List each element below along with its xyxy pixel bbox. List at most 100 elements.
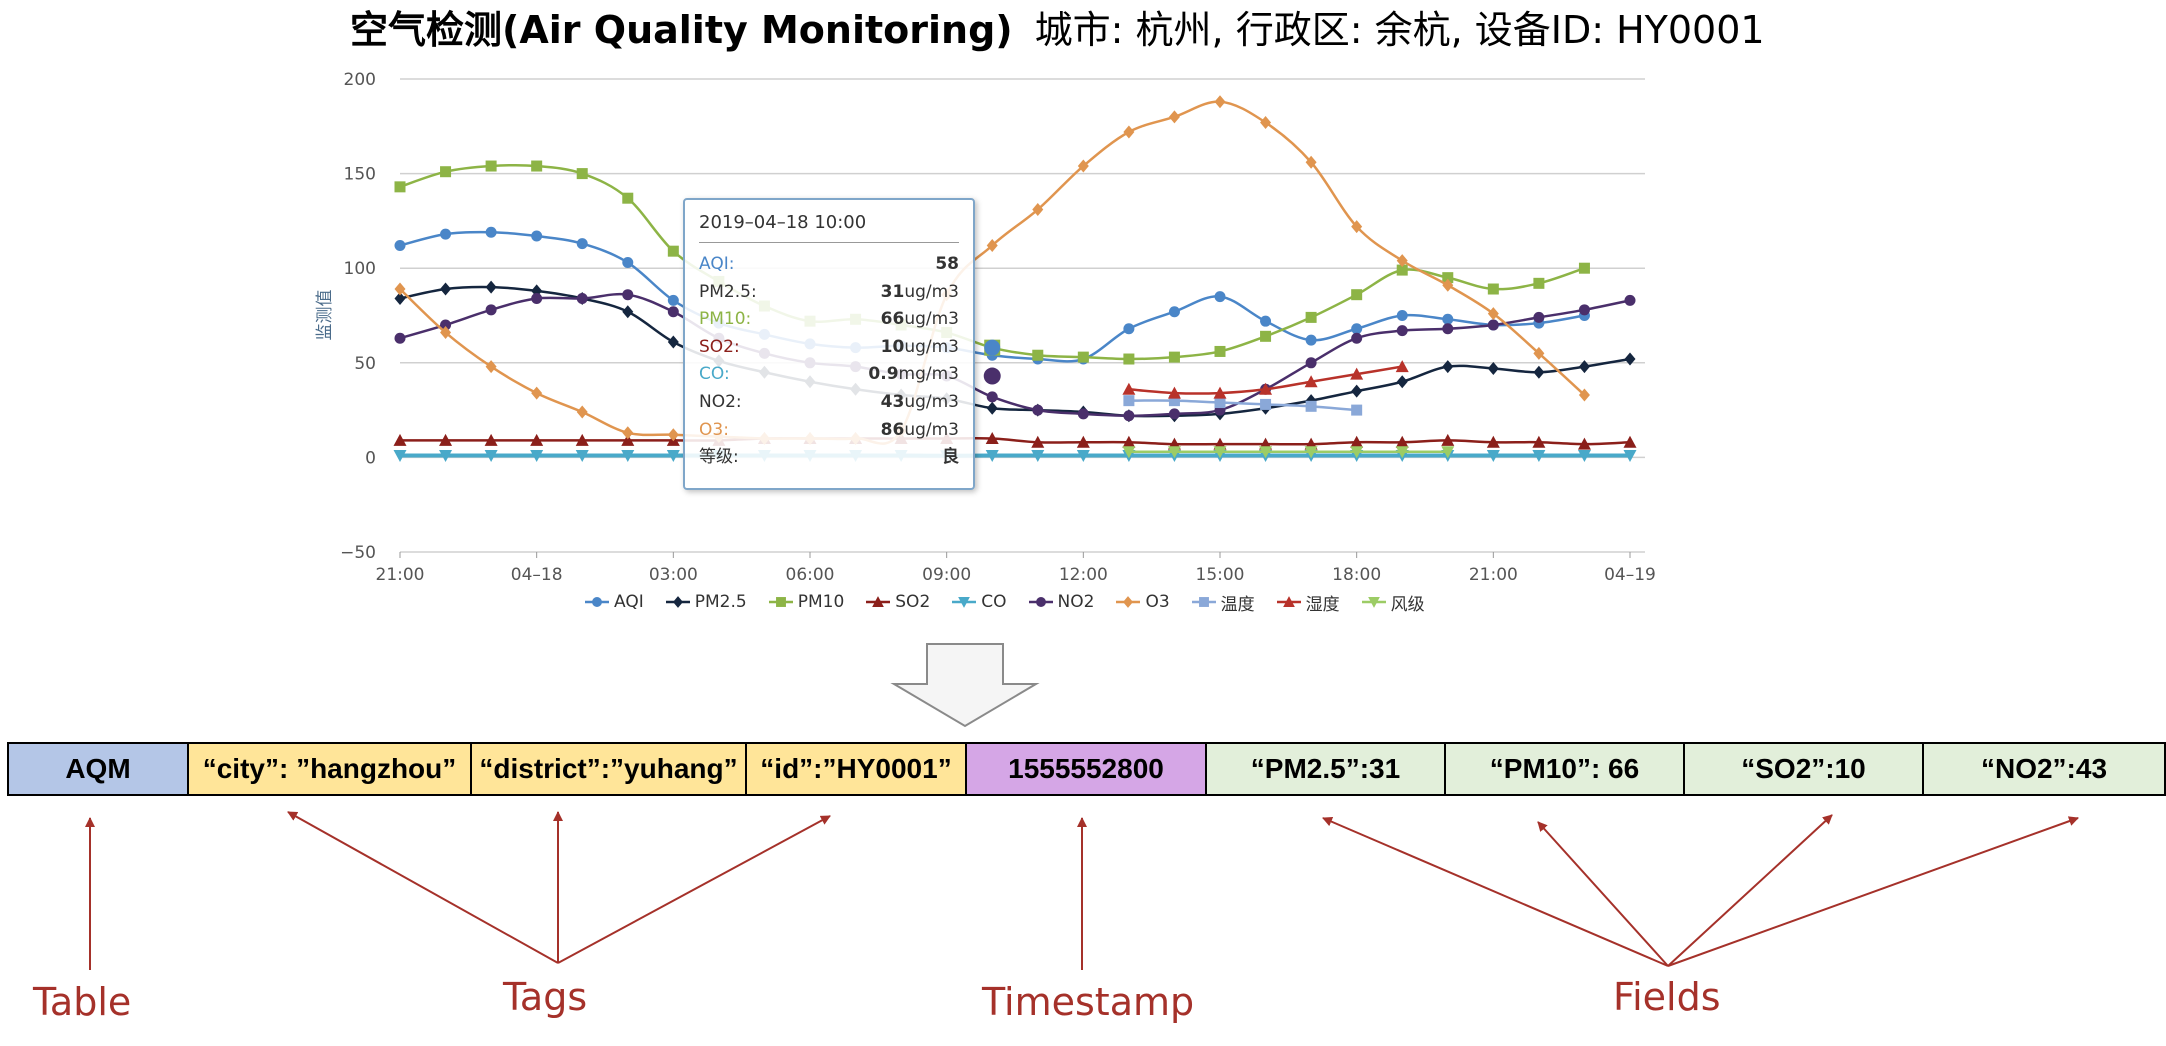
tooltip-unit: ug/m3 — [904, 391, 959, 412]
data-point-aqi — [1351, 323, 1363, 335]
legend-marker — [775, 597, 786, 607]
data-point-pm10 — [1442, 272, 1454, 284]
data-point-humidity — [1304, 375, 1318, 388]
data-point-so2 — [621, 433, 635, 446]
tooltip-number: 10 — [880, 336, 905, 357]
legend-item-pm10[interactable]: PM10 — [768, 592, 845, 612]
arrow-tag-city — [287, 811, 559, 964]
legend-marker — [1367, 597, 1380, 608]
data-point-wind-level — [1259, 446, 1273, 459]
series-no2 — [394, 289, 1636, 422]
data-point-humidity — [1350, 367, 1364, 380]
data-point-o3 — [1578, 388, 1590, 402]
data-point-pm10 — [440, 166, 452, 178]
data-point-o3 — [1305, 155, 1317, 169]
data-point-pm2-5 — [440, 282, 452, 296]
record-cell-tag: “id”:”HY0001” — [747, 744, 967, 794]
tooltip-number: 58 — [935, 254, 959, 274]
legend-label: PM10 — [797, 592, 845, 612]
data-point-pm2-5 — [1624, 352, 1636, 366]
arrow-field-pm10 — [1537, 821, 1669, 967]
data-point-co — [985, 450, 999, 463]
tooltip-number: 66 — [880, 309, 905, 330]
series-line-so2 — [400, 436, 1631, 446]
data-point-temperature — [1260, 398, 1272, 410]
data-point-so2 — [575, 433, 589, 446]
legend-label: NO2 — [1057, 592, 1095, 612]
tooltip-row: CO: 0.9mg/m3 — [699, 361, 959, 389]
tooltip-divider — [699, 242, 959, 243]
data-point-humidity — [1259, 382, 1273, 395]
data-point-temperature — [1305, 400, 1317, 412]
data-point-co — [666, 450, 680, 463]
data-point-co — [621, 450, 635, 463]
data-point-pm2-5 — [1578, 360, 1590, 374]
series-line-o3 — [399, 100, 1586, 445]
data-point-pm10 — [1487, 283, 1499, 295]
data-point-humidity — [1395, 360, 1409, 373]
data-point-pm10 — [394, 181, 406, 193]
data-point-aqi — [394, 239, 406, 251]
tooltip-row: PM2.5: 31ug/m3 — [699, 279, 959, 307]
tooltip-unit: mg/m3 — [898, 364, 959, 385]
data-point-co — [1532, 450, 1546, 463]
data-point-no2 — [1487, 319, 1499, 331]
series-line-no2 — [399, 292, 1631, 418]
series-humidity — [1122, 360, 1409, 399]
legend-item-humidity[interactable]: 湿度 — [1276, 590, 1340, 615]
legend-swatch-icon — [768, 597, 793, 607]
data-point-aqi — [1260, 315, 1272, 327]
legend-swatch-icon — [1276, 596, 1301, 607]
data-point-so2 — [1623, 435, 1637, 448]
data-point-aqi — [440, 228, 452, 240]
tooltip-label: SO2: — [699, 336, 740, 357]
data-point-wind-level — [1350, 446, 1364, 459]
data-point-so2 — [1532, 435, 1546, 448]
legend-item-co[interactable]: CO — [952, 592, 1007, 612]
legend-item-temperature[interactable]: 温度 — [1191, 590, 1255, 615]
legend-item-so2[interactable]: SO2 — [866, 592, 930, 612]
data-point-temperature — [1168, 395, 1180, 407]
data-point-no2 — [531, 292, 543, 304]
data-point-o3 — [1123, 125, 1135, 139]
legend-item-wind-level[interactable]: 风级 — [1361, 590, 1425, 615]
tooltip-number: 良 — [942, 447, 959, 468]
chart-legend: AQI PM2.5 PM10 SO2 CO NO2 O3 温度 湿度 风级 — [585, 586, 1447, 618]
data-point-pm10 — [1214, 345, 1226, 357]
legend-label: 湿度 — [1305, 594, 1340, 615]
x-tick-label: 21:00 — [1469, 565, 1518, 585]
tooltip-unit: ug/m3 — [904, 309, 959, 330]
y-tick-label: 0 — [365, 448, 376, 468]
data-point-wind-level — [1122, 446, 1136, 459]
tooltip-unit: ug/m3 — [904, 419, 959, 440]
data-point-o3 — [394, 282, 406, 296]
legend-item-pm2-5[interactable]: PM2.5 — [665, 592, 747, 612]
x-tick-label: 03:00 — [649, 565, 698, 585]
x-tick-label: 06:00 — [786, 565, 835, 585]
legend-label: SO2 — [895, 592, 931, 612]
legend-item-aqi[interactable]: AQI — [585, 592, 644, 612]
data-point-aqi — [485, 226, 497, 238]
tooltip-rows: AQI: 58 PM2.5: 31ug/m3 PM10: 66ug/m3 SO2: 10ug/… — [699, 251, 959, 472]
data-point-co — [439, 450, 453, 463]
x-tick-label: 12:00 — [1059, 565, 1108, 585]
legend-item-o3[interactable]: O3 — [1116, 592, 1170, 612]
data-point-co — [1577, 450, 1591, 463]
tooltip-value: 31ug/m3 — [881, 279, 959, 307]
data-point-no2 — [1396, 325, 1408, 337]
data-point-so2 — [530, 433, 544, 446]
data-point-pm10 — [1260, 330, 1272, 342]
data-point-o3 — [531, 386, 543, 400]
data-point-so2 — [1122, 435, 1136, 448]
legend-swatch-icon — [1116, 596, 1141, 608]
data-point-o3 — [1442, 278, 1454, 292]
legend-item-no2[interactable]: NO2 — [1028, 592, 1095, 612]
data-point-aqi — [1214, 291, 1226, 303]
data-point-no2 — [667, 306, 679, 318]
data-point-so2 — [985, 431, 999, 444]
hover-point-aqi — [984, 339, 1001, 356]
legend-swatch-icon — [1361, 597, 1386, 608]
data-point-so2 — [1395, 435, 1409, 448]
legend-swatch-icon — [585, 597, 609, 607]
